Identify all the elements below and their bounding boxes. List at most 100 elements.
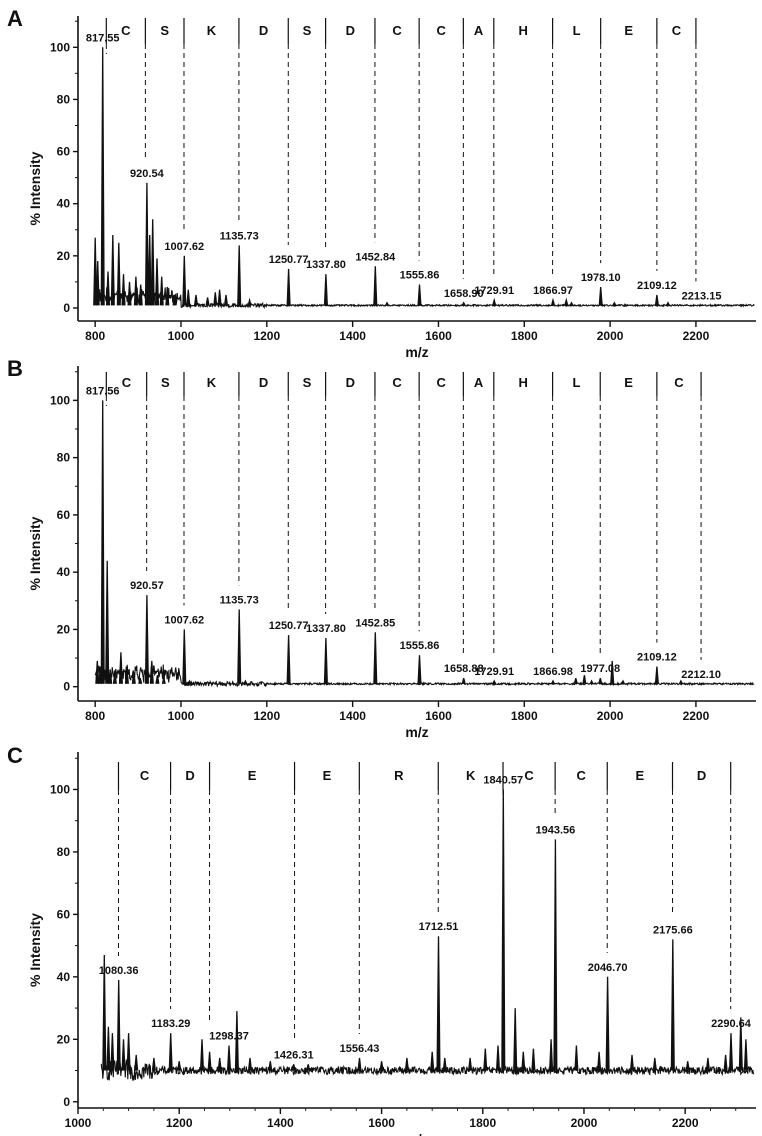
labeled-peak [461, 677, 466, 684]
minor-peak [105, 560, 110, 684]
x-tick-label: 1400 [339, 329, 366, 343]
labeled-peak [373, 632, 378, 684]
minor-peak [243, 679, 248, 685]
minor-peak [105, 271, 111, 306]
y-tick-label: 80 [57, 92, 71, 106]
minor-peak [569, 301, 574, 306]
x-axis-title: m/z [405, 724, 428, 740]
labeled-peak [417, 655, 422, 684]
residue-label: A [474, 375, 484, 390]
x-tick-label: 1600 [425, 709, 452, 723]
peak-label: 1977.08 [580, 663, 620, 675]
peak-label: 1555.86 [400, 270, 440, 282]
panel-b: B 0 20 40 60 80 100 800 1000 1200 1400 1600 1800 2000… [7, 356, 756, 740]
y-tick-label: 80 [57, 845, 71, 859]
minor-peak [685, 1061, 690, 1071]
minor-peak [150, 219, 155, 306]
x-tick-label: 1400 [267, 1116, 294, 1130]
residue-label: S [161, 375, 170, 390]
minor-peak [165, 287, 170, 306]
peak-label: 1080.36 [99, 965, 139, 977]
labeled-peak [291, 1064, 296, 1071]
residue-label: E [323, 768, 332, 783]
x-axis-title: m/z [405, 344, 428, 360]
minor-peak [95, 260, 100, 306]
minor-peak [564, 297, 569, 306]
peak-label: 2175.66 [653, 924, 693, 936]
labeled-peak [436, 936, 441, 1071]
labeled-peak [226, 1045, 232, 1071]
minor-peak [234, 1011, 239, 1071]
peak-label: 2212.10 [681, 669, 721, 681]
residue-label: D [259, 375, 268, 390]
peak-label: 920.54 [130, 168, 165, 180]
residue-label: E [248, 768, 257, 783]
peak-label: 1729.91 [474, 666, 514, 678]
x-tick-label: 1600 [425, 329, 452, 343]
minor-peak [177, 1061, 182, 1071]
minor-peak [652, 1057, 657, 1071]
minor-peak [385, 301, 389, 306]
labeled-peak [100, 47, 105, 306]
peak-label: 817.56 [86, 385, 120, 397]
y-axis-title: % Intensity [27, 913, 43, 987]
y-tick-label: 60 [57, 907, 71, 921]
peak-label: 1729.91 [474, 285, 514, 297]
labeled-peak [100, 400, 105, 684]
minor-peak [268, 1061, 273, 1071]
y-tick-label: 0 [63, 680, 70, 694]
minor-peak [329, 1065, 333, 1071]
residue-label: L [572, 375, 580, 390]
residue-label: H [519, 375, 528, 390]
x-tick-label: 1800 [469, 1116, 496, 1130]
minor-peak [573, 677, 578, 684]
labeled-peak [728, 1033, 734, 1071]
panel-c: C 0 20 40 60 80 100 1000 1200 1400 1600 1800 2000 220… [7, 743, 756, 1136]
minor-peak [134, 1054, 139, 1071]
minor-peak [149, 660, 154, 684]
peak-label: 1337.80 [306, 623, 346, 635]
residue-label: L [573, 23, 581, 38]
labeled-peak [492, 679, 497, 685]
minor-peak [379, 1061, 384, 1071]
x-tick-label: 800 [85, 329, 105, 343]
residue-label: C [392, 375, 402, 390]
residue-label: C [576, 768, 586, 783]
residue-label: S [303, 23, 312, 38]
labeled-peak [144, 182, 149, 306]
minor-peak [531, 1048, 536, 1071]
minor-peak [147, 234, 152, 306]
peak-label: 1866.97 [533, 285, 573, 297]
residue-label: K [207, 375, 217, 390]
labeled-peak [323, 274, 328, 306]
y-tick-label: 40 [57, 970, 71, 984]
labeled-peak [237, 609, 242, 684]
labeled-peak [286, 268, 291, 306]
labeled-peak [168, 1033, 173, 1071]
minor-peak [205, 297, 210, 306]
minor-peak [513, 1008, 518, 1071]
panel-letter: C [7, 743, 23, 768]
minor-peak [110, 234, 115, 306]
residue-label: A [474, 23, 484, 38]
minor-peak [247, 297, 252, 306]
x-tick-label: 1000 [168, 709, 195, 723]
panel-letter: B [7, 356, 23, 381]
x-tick-label: 2200 [672, 1116, 699, 1130]
minor-peak [442, 1057, 447, 1071]
minor-peak [199, 1039, 205, 1071]
x-tick-label: 1200 [253, 709, 280, 723]
x-tick-label: 2000 [571, 1116, 598, 1130]
x-tick-label: 1600 [368, 1116, 395, 1130]
minor-peak [549, 1039, 554, 1071]
labeled-peak [357, 1057, 362, 1071]
residue-label: R [394, 768, 404, 783]
residue-label: C [437, 23, 447, 38]
peak-label: 2046.70 [588, 962, 628, 974]
peak-label: 1712.51 [419, 921, 459, 933]
residue-label: S [160, 23, 169, 38]
minor-peak [138, 284, 143, 306]
peak-label: 1250.77 [269, 254, 309, 266]
minor-peak [666, 301, 670, 306]
